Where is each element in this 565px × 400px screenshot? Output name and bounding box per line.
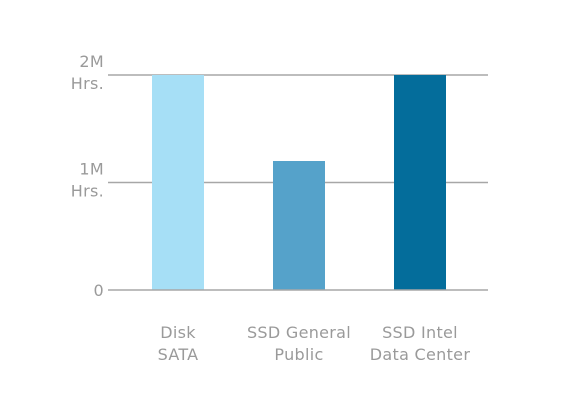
y-tick-label-2-line-0: 2M — [79, 52, 104, 71]
category-label-2-line-1: Data Center — [370, 345, 471, 364]
bars — [152, 75, 446, 290]
y-tick-label-0: 0 — [94, 281, 104, 300]
y-tick-label-0-line-0: 0 — [94, 281, 104, 300]
category-label-2: SSD Intel Data Center — [370, 323, 471, 364]
bar-2 — [394, 75, 446, 290]
category-label-0: Disk SATA — [158, 323, 199, 364]
category-label-1: SSD General Public — [247, 323, 351, 364]
category-label-0-line-0: Disk — [160, 323, 196, 342]
y-tick-label-2: 2M Hrs. — [71, 52, 104, 93]
category-label-1-line-1: Public — [274, 345, 323, 364]
category-label-0-line-1: SATA — [158, 345, 199, 364]
y-tick-label-1-line-0: 1M — [79, 160, 104, 179]
y-tick-label-1-line-1: Hrs. — [71, 182, 104, 201]
category-label-2-line-0: SSD Intel — [382, 323, 458, 342]
y-tick-labels: 0 1M Hrs. 2M Hrs. — [71, 52, 104, 300]
y-tick-label-2-line-1: Hrs. — [71, 74, 104, 93]
y-tick-label-1: 1M Hrs. — [71, 160, 104, 201]
bar-1 — [273, 161, 325, 290]
category-labels: Disk SATA SSD General Public SSD Intel Data C… — [158, 323, 471, 364]
bar-0 — [152, 75, 204, 290]
category-label-1-line-0: SSD General — [247, 323, 351, 342]
